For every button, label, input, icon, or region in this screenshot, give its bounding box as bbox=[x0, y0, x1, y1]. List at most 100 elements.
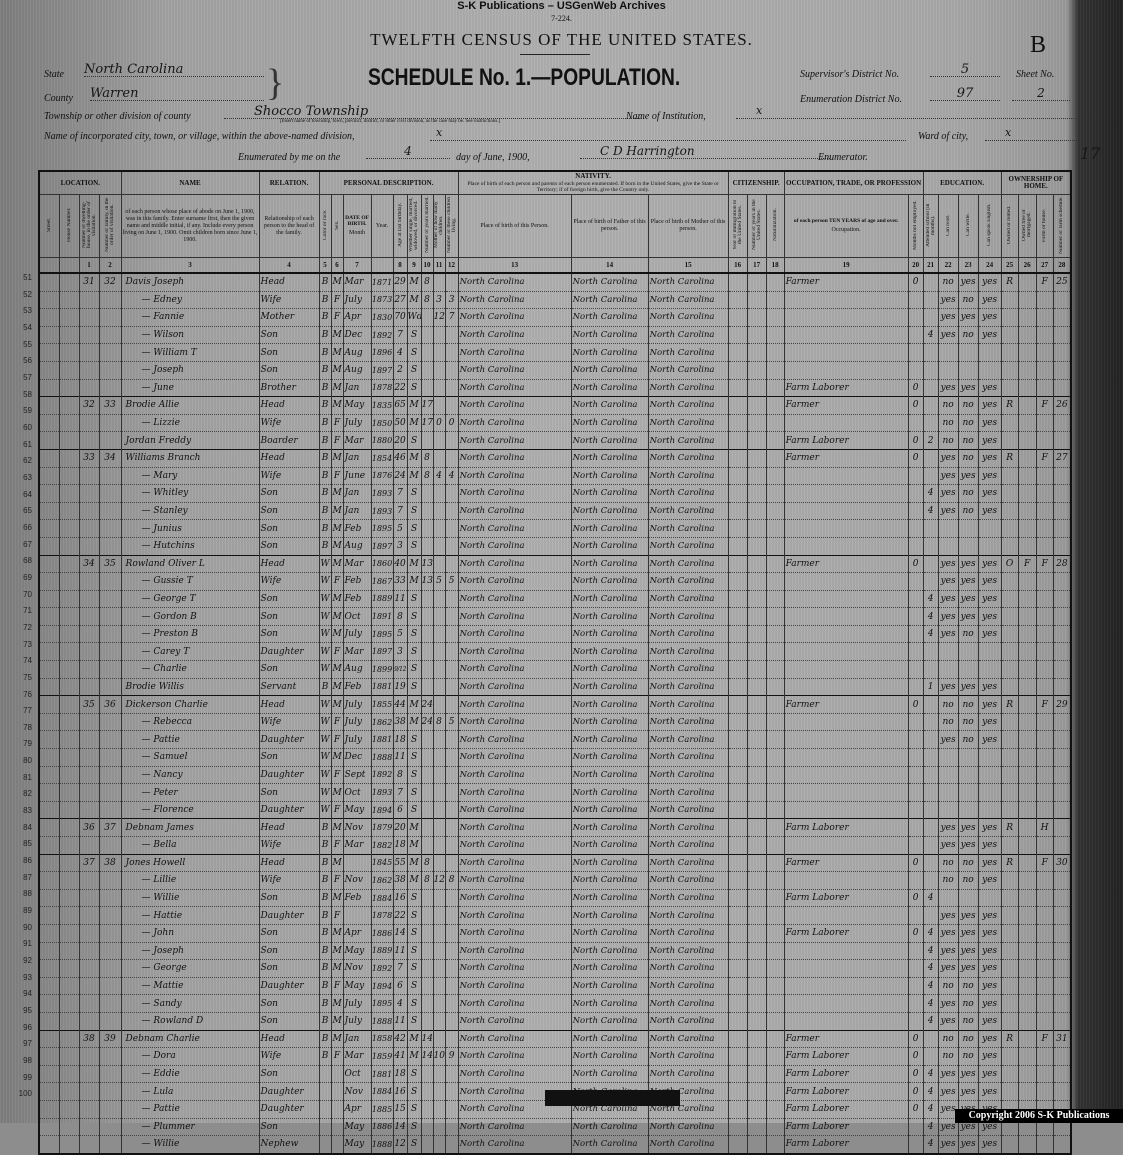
cell-family bbox=[98, 1082, 122, 1101]
cell-can-read bbox=[937, 765, 959, 785]
cell-occupation bbox=[783, 976, 909, 996]
cell-owned-rented bbox=[1000, 660, 1019, 679]
cell-birth-year: 1859 bbox=[370, 1047, 394, 1066]
cell-can-speak-english: yes bbox=[977, 1029, 1002, 1049]
cell-farm-schedule bbox=[1052, 642, 1072, 662]
line-number: 74 bbox=[23, 656, 32, 666]
cell-birthplace: North Carolina bbox=[457, 325, 572, 345]
cell-can-write: yes bbox=[957, 677, 979, 697]
cell-marital: M bbox=[406, 853, 422, 873]
cell-sex: M bbox=[330, 272, 344, 292]
cell-mother-of bbox=[432, 730, 446, 750]
cell-birth-month: Nov bbox=[342, 871, 372, 890]
cell-can-speak-english: yes bbox=[977, 976, 1002, 996]
cell-mother-of bbox=[432, 783, 446, 802]
cell-family: 35 bbox=[98, 554, 122, 574]
cell-immigration-year bbox=[727, 536, 748, 556]
cell-owned-rented bbox=[1000, 501, 1019, 521]
cell-occupation bbox=[783, 519, 909, 538]
cell-relation: Wife bbox=[258, 836, 320, 855]
cell-birth-year: 1871 bbox=[370, 272, 394, 292]
cell-free-mortgaged bbox=[1017, 536, 1037, 556]
cell-immigration-year bbox=[727, 431, 748, 450]
cell-color bbox=[318, 1117, 332, 1137]
cell-mother-birthplace: North Carolina bbox=[647, 959, 729, 978]
column-number bbox=[38, 257, 60, 274]
cell-house bbox=[58, 1099, 80, 1119]
cell-years-in-us bbox=[746, 923, 767, 943]
cell-color: W bbox=[318, 800, 332, 820]
cell-family bbox=[98, 589, 122, 609]
cell-years-married bbox=[420, 783, 434, 802]
cell-family bbox=[98, 871, 122, 890]
cell-occupation: Farm Laborer bbox=[783, 1082, 909, 1101]
cell-house bbox=[58, 1064, 80, 1084]
cell-can-write bbox=[957, 536, 979, 556]
cell-sex: F bbox=[330, 572, 344, 591]
cell-birth-month: Feb bbox=[342, 589, 372, 609]
cell-birth-month: Apr bbox=[342, 308, 372, 327]
cell-family bbox=[98, 748, 122, 767]
cell-father-birthplace: North Carolina bbox=[570, 1029, 649, 1049]
cell-age: 18 bbox=[392, 1064, 408, 1084]
cell-years-married bbox=[420, 1099, 434, 1119]
cell-can-write: yes bbox=[957, 272, 979, 292]
ward-field: x bbox=[985, 126, 1089, 141]
cell-children-living bbox=[444, 536, 459, 556]
cell-naturalization bbox=[765, 941, 785, 961]
cell-birthplace: North Carolina bbox=[457, 660, 572, 679]
cell-father-birthplace: North Carolina bbox=[570, 1064, 649, 1084]
cell-can-write: no bbox=[957, 730, 979, 750]
cell-farm-house bbox=[1035, 959, 1054, 978]
cell-street bbox=[38, 923, 60, 943]
cell-years-married bbox=[420, 748, 434, 767]
cell-naturalization bbox=[765, 1135, 785, 1155]
cell-owned-rented bbox=[1000, 290, 1019, 310]
cell-birth-month: Jan bbox=[342, 378, 372, 398]
cell-owned-rented bbox=[1000, 519, 1019, 538]
table-row: — Joseph Son B M Aug 1897 2 S North Carolina Nort… bbox=[38, 360, 1072, 380]
cell-house bbox=[58, 519, 80, 538]
cell-can-read: no bbox=[937, 396, 959, 415]
cell-free-mortgaged bbox=[1017, 607, 1037, 626]
cell-age: 38 bbox=[392, 871, 408, 890]
state-field: North Carolina bbox=[84, 62, 264, 77]
cell-marital: M bbox=[406, 1029, 422, 1049]
cell-mother-of bbox=[432, 343, 446, 362]
cell-farm-house bbox=[1035, 677, 1054, 697]
cell-can-write: no bbox=[957, 290, 979, 310]
cell-birth-year: 1854 bbox=[370, 448, 394, 468]
cell-children-living bbox=[444, 941, 459, 961]
cell-birth-month: May bbox=[342, 1135, 372, 1155]
cell-birthplace: North Carolina bbox=[457, 290, 572, 310]
cell-street bbox=[38, 343, 60, 362]
cell-age: 18 bbox=[392, 730, 408, 750]
cell-relation: Son bbox=[258, 607, 320, 626]
cell-age: 4 bbox=[392, 343, 408, 362]
cell-immigration-year bbox=[727, 554, 748, 574]
cell-school-months: 4 bbox=[922, 484, 939, 503]
cell-birth-year: 1895 bbox=[370, 519, 394, 538]
cell-birth-year: 1894 bbox=[370, 976, 394, 996]
cell-family bbox=[98, 836, 122, 855]
cell-occupation bbox=[783, 836, 909, 855]
cell-family bbox=[98, 536, 122, 556]
cell-can-speak-english: yes bbox=[977, 923, 1002, 943]
cell-relation: Son bbox=[258, 501, 320, 521]
cell-occupation bbox=[783, 642, 909, 662]
cell-immigration-year bbox=[727, 730, 748, 750]
cell-family bbox=[98, 624, 122, 644]
column-number: 2 bbox=[98, 257, 122, 274]
cell-immigration-year bbox=[727, 906, 748, 925]
cell-children-living bbox=[444, 378, 459, 398]
cell-marital: S bbox=[406, 959, 422, 978]
cell-dwelling: 31 bbox=[78, 272, 100, 292]
page-number: 17 bbox=[1080, 144, 1101, 163]
cell-children-living bbox=[444, 660, 459, 679]
line-number: 98 bbox=[23, 1056, 32, 1066]
cell-name: Jordan Freddy bbox=[120, 431, 260, 450]
cell-can-write: yes bbox=[957, 589, 979, 609]
cell-farm-schedule bbox=[1052, 677, 1072, 697]
cell-dwelling bbox=[78, 325, 100, 345]
cell-immigration-year bbox=[727, 1029, 748, 1049]
